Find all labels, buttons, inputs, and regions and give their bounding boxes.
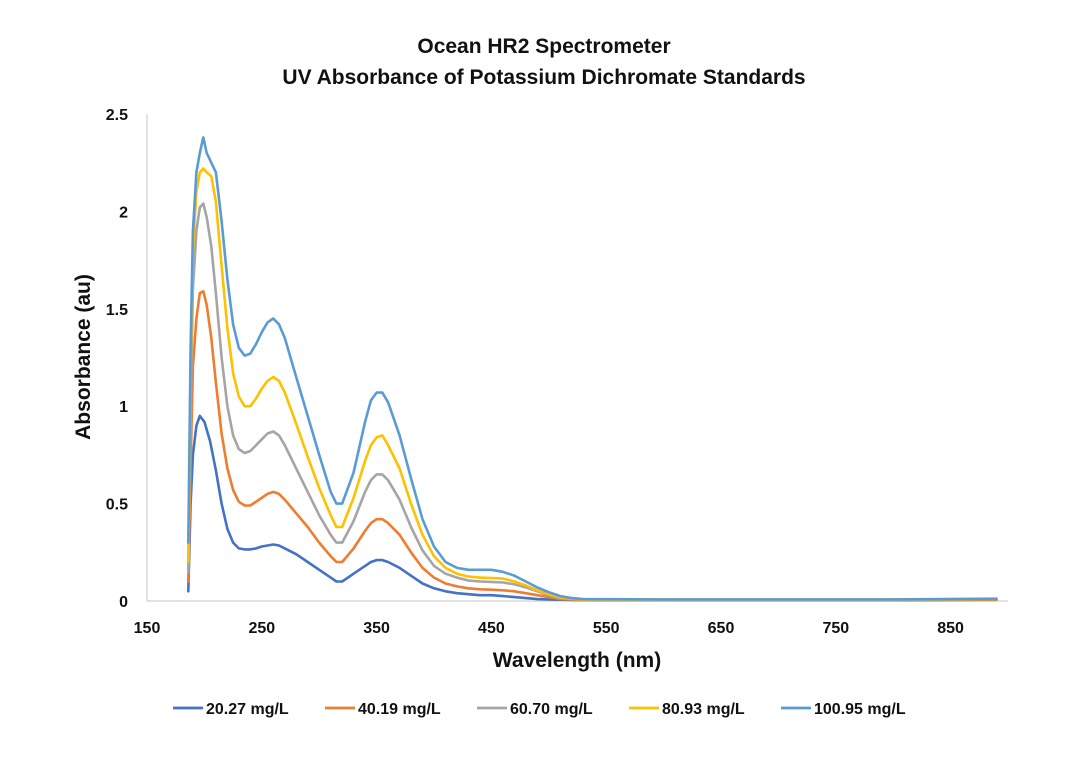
y-tick-label: 2.5 — [106, 107, 128, 124]
y-tick-label: 0.5 — [106, 497, 128, 514]
x-tick-label: 750 — [822, 620, 849, 637]
series-group — [187, 136, 998, 602]
y-axis-title: Absorbance (au) — [72, 274, 95, 440]
series-line-4 — [187, 167, 998, 601]
y-tick-label: 1 — [119, 399, 128, 416]
series-line-3 — [187, 202, 998, 602]
x-tick-label: 550 — [593, 620, 620, 637]
series-line-1 — [187, 414, 998, 602]
legend-label-5: 100.95 mg/L — [814, 701, 906, 718]
y-tick-label: 2 — [119, 204, 128, 221]
chart-title: Ocean HR2 Spectrometer — [417, 35, 670, 58]
x-tick-label: 250 — [248, 620, 275, 637]
chart-subtitle: UV Absorbance of Potassium Dichromate St… — [282, 66, 805, 89]
x-tick-label: 450 — [478, 620, 505, 637]
y-tick-label: 0 — [119, 594, 128, 611]
x-tick-label: 350 — [363, 620, 390, 637]
series-line-5 — [187, 136, 998, 601]
x-axis-ticks: 150 250 350 450 550 650 750 850 — [134, 620, 964, 637]
legend-label-3: 60.70 mg/L — [510, 701, 593, 718]
x-tick-label: 150 — [134, 620, 161, 637]
y-axis-ticks: 0 0.5 1 1.5 2 2.5 — [106, 107, 128, 611]
x-tick-label: 850 — [937, 620, 964, 637]
legend-label-4: 80.93 mg/L — [662, 701, 745, 718]
y-tick-label: 1.5 — [106, 302, 128, 319]
legend-label-2: 40.19 mg/L — [358, 701, 441, 718]
legend: 20.27 mg/L 40.19 mg/L 60.70 mg/L 80.93 mg/L… — [173, 701, 906, 718]
legend-label-1: 20.27 mg/L — [206, 701, 289, 718]
x-axis-title: Wavelength (nm) — [493, 649, 661, 672]
x-tick-label: 650 — [708, 620, 735, 637]
series-line-2 — [187, 290, 998, 602]
